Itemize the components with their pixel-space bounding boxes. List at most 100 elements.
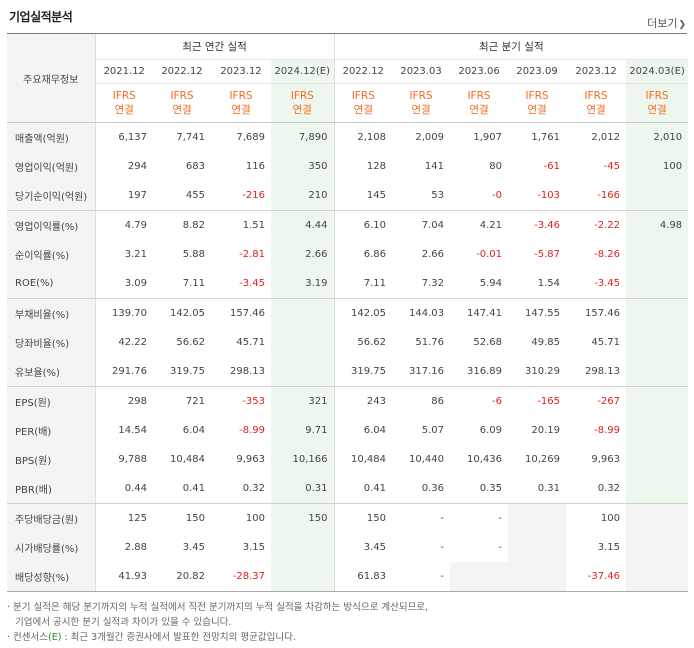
ifrs-label: IFRS 연결 bbox=[450, 83, 509, 123]
table-cell: -5.87 bbox=[534, 249, 561, 260]
ifrs-top: IFRS bbox=[290, 90, 314, 102]
table-cell: 7,890 bbox=[271, 122, 335, 152]
table-cell: -353 bbox=[242, 396, 265, 407]
table-cell bbox=[271, 562, 335, 592]
table-cell bbox=[626, 445, 689, 474]
table-row: 당좌비율(%) 42.22 56.62 45.71 56.62 51.76 52.68 49.… bbox=[7, 328, 689, 357]
period-header: 2024.03(E) bbox=[626, 59, 689, 84]
row-label: 주당배당금(원) bbox=[7, 503, 96, 533]
table-cell: -6 bbox=[492, 396, 503, 407]
chevron-right-icon: ❯ bbox=[678, 20, 686, 30]
table-cell bbox=[508, 562, 567, 592]
table-cell: 350 bbox=[271, 152, 335, 181]
table-cell: 6.04 bbox=[182, 425, 205, 436]
table-cell: 10,436 bbox=[467, 454, 503, 465]
table-cell bbox=[626, 269, 689, 299]
row-label: PBR(배) bbox=[7, 474, 96, 504]
table-cell: 0.41 bbox=[334, 474, 393, 504]
table-cell: 80 bbox=[489, 161, 503, 172]
ifrs-bottom: 연결 bbox=[114, 104, 134, 116]
table-cell: 3.45 bbox=[182, 542, 205, 553]
table-cell: 243 bbox=[366, 396, 387, 407]
table-row: 배당성향(%) 41.93 20.82 -28.37 61.83- -37.46 bbox=[7, 562, 689, 592]
table-cell: 5.88 bbox=[182, 249, 205, 260]
table-cell: 14.54 bbox=[118, 425, 147, 436]
ifrs-label: IFRS 연결 bbox=[508, 83, 567, 123]
table-cell bbox=[626, 357, 689, 387]
table-cell bbox=[450, 562, 509, 592]
ifrs-label: IFRS 연결 bbox=[211, 83, 271, 123]
table-cell: 317.16 bbox=[392, 357, 451, 387]
table-cell: 0.32 bbox=[566, 474, 627, 504]
table-cell: 197 bbox=[95, 181, 153, 211]
table-cell bbox=[626, 474, 689, 504]
more-label: 더보기 bbox=[647, 17, 678, 30]
table-row: 주당배당금(원) 125 150 100 150 150 - - 100 bbox=[7, 503, 689, 533]
table-cell: -28.37 bbox=[211, 562, 271, 592]
row-label: 순이익률(%) bbox=[7, 240, 96, 269]
table-cell: 141 bbox=[424, 161, 445, 172]
table-cell: -2.81 bbox=[239, 249, 265, 260]
table-cell: 86 bbox=[431, 396, 445, 407]
row-label: 매출액(억원) bbox=[7, 122, 96, 152]
row-label: EPS(원) bbox=[7, 386, 96, 416]
table-cell: 41.93 bbox=[95, 562, 153, 592]
table-cell: - bbox=[498, 542, 503, 553]
row-label: BPS(원) bbox=[7, 445, 96, 474]
ifrs-top: IFRS bbox=[112, 90, 136, 102]
table-cell bbox=[271, 357, 335, 387]
footnote-2: · 컨센서스(E) : 최근 3개월간 증권사에서 발표한 전망치의 평균값입니… bbox=[7, 630, 428, 645]
table-cell: -267 bbox=[597, 396, 621, 407]
table-cell: 8.82 bbox=[182, 220, 205, 231]
annual-group-header: 최근 연간 실적 bbox=[95, 34, 335, 60]
ifrs-label: IFRS 연결 bbox=[334, 83, 393, 123]
table-cell: 0.35 bbox=[450, 474, 509, 504]
table-cell: 3.15 bbox=[242, 542, 265, 553]
table-cell: -166 bbox=[566, 181, 627, 211]
ifrs-top: IFRS bbox=[351, 90, 375, 102]
table-cell bbox=[626, 416, 689, 445]
divider bbox=[7, 33, 687, 34]
table-cell: 2,108 bbox=[357, 132, 387, 143]
financial-table: 주요재무정보 최근 연간 실적 최근 분기 실적 2021.12 2022.12 2… bbox=[7, 34, 689, 592]
table-cell: 6.04 bbox=[363, 425, 387, 436]
ifrs-top: IFRS bbox=[170, 90, 194, 102]
table-cell: 2.88 bbox=[124, 542, 147, 553]
table-cell: 319.75 bbox=[334, 357, 393, 387]
table-cell: 3.19 bbox=[271, 269, 335, 299]
row-label: PER(배) bbox=[7, 416, 96, 445]
table-cell: 10,166 bbox=[271, 445, 335, 474]
table-cell: 20.19 bbox=[531, 425, 561, 436]
more-link[interactable]: 더보기❯ bbox=[647, 15, 686, 31]
footnote-2-text: : 최근 3개월간 증권사에서 발표한 전망치의 평균값입니다. bbox=[61, 632, 296, 643]
table-cell: 298.13 bbox=[211, 357, 271, 387]
table-cell: -8.26 bbox=[594, 249, 621, 260]
ifrs-label: IFRS 연결 bbox=[626, 83, 689, 123]
table-cell: 10,440 bbox=[409, 454, 445, 465]
table-cell: 144.03 bbox=[409, 308, 445, 319]
table-cell: -45 bbox=[603, 161, 621, 172]
table-cell: 142.05 bbox=[170, 308, 205, 319]
table-cell: 100 bbox=[626, 152, 689, 181]
table-cell: 150 bbox=[185, 513, 205, 524]
table-cell: -0 bbox=[450, 181, 509, 211]
table-cell: 0.36 bbox=[392, 474, 451, 504]
table-cell: 4.21 bbox=[479, 220, 503, 231]
table-row: ROE(%) 3.09 7.11 -3.45 3.19 7.11 7.32 5.94 1.54-… bbox=[7, 269, 689, 299]
table-cell: 116 bbox=[245, 161, 265, 172]
table-cell: 0.41 bbox=[153, 474, 211, 504]
period-header: 2023.12 bbox=[211, 59, 271, 84]
table-cell: -61 bbox=[543, 161, 561, 172]
table-cell: 52.68 bbox=[473, 337, 503, 348]
table-cell: 128 bbox=[366, 161, 387, 172]
table-cell: 7.04 bbox=[421, 220, 445, 231]
row-label: 영업이익률(%) bbox=[7, 210, 96, 240]
table-cell: 45.71 bbox=[236, 337, 265, 348]
ifrs-top: IFRS bbox=[467, 90, 491, 102]
table-cell: 9,788 bbox=[118, 454, 147, 465]
table-cell: -37.46 bbox=[566, 562, 627, 592]
table-cell: - bbox=[440, 513, 445, 524]
table-cell: 10,269 bbox=[525, 454, 561, 465]
table-cell: 0.31 bbox=[508, 474, 567, 504]
ifrs-bottom: 연결 bbox=[647, 104, 667, 116]
